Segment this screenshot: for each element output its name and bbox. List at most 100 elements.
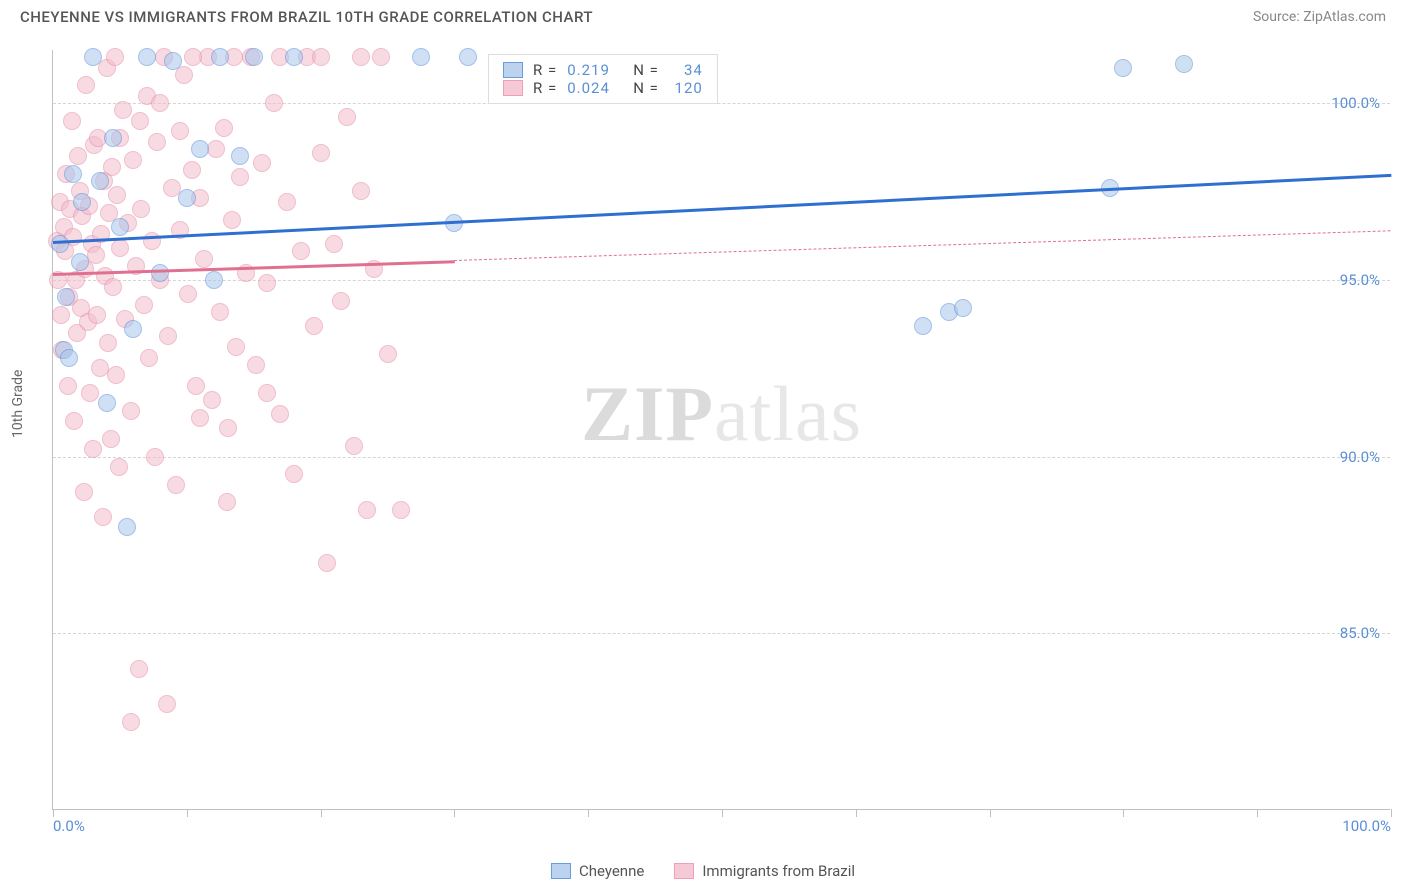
scatter-point xyxy=(954,299,972,317)
scatter-point xyxy=(325,235,343,253)
legend-n-label: N = xyxy=(633,79,659,97)
watermark-text: ZIPatlas xyxy=(581,369,862,459)
scatter-point xyxy=(184,48,202,66)
scatter-point xyxy=(104,278,122,296)
scatter-point xyxy=(265,94,283,112)
legend-item: Immigrants from Brazil xyxy=(674,862,855,880)
scatter-point xyxy=(332,292,350,310)
scatter-point xyxy=(91,172,109,190)
scatter-point xyxy=(215,119,233,137)
legend-n-value: 120 xyxy=(669,79,703,97)
scatter-point xyxy=(191,409,209,427)
scatter-point xyxy=(191,140,209,158)
legend-r-label: R = xyxy=(533,61,557,79)
scatter-point xyxy=(271,405,289,423)
scatter-point xyxy=(352,48,370,66)
scatter-point xyxy=(138,48,156,66)
x-tick xyxy=(53,809,54,817)
scatter-point xyxy=(107,366,125,384)
chart-header: CHEYENNE VS IMMIGRANTS FROM BRAZIL 10TH … xyxy=(0,0,1406,30)
legend-r-value: 0.024 xyxy=(567,79,623,97)
scatter-point xyxy=(338,108,356,126)
scatter-point xyxy=(231,168,249,186)
scatter-point xyxy=(318,554,336,572)
scatter-point xyxy=(146,448,164,466)
x-tick xyxy=(1257,809,1258,817)
scatter-point xyxy=(187,377,205,395)
legend-swatch xyxy=(503,80,523,96)
scatter-point xyxy=(104,129,122,147)
scatter-point xyxy=(253,154,271,172)
y-tick-label: 100.0% xyxy=(1331,94,1380,112)
scatter-point xyxy=(219,419,237,437)
x-tick xyxy=(1391,809,1392,817)
scatter-point xyxy=(159,327,177,345)
scatter-point xyxy=(99,334,117,352)
scatter-point xyxy=(211,48,229,66)
stats-legend: R =0.219N =34R =0.024N =120 xyxy=(488,54,718,104)
gridline-horizontal xyxy=(53,633,1390,634)
legend-label: Cheyenne xyxy=(579,862,644,880)
scatter-point xyxy=(108,186,126,204)
scatter-point xyxy=(1114,59,1132,77)
scatter-point xyxy=(312,144,330,162)
legend-n-label: N = xyxy=(633,61,659,79)
scatter-point xyxy=(132,200,150,218)
scatter-point xyxy=(148,133,166,151)
scatter-point xyxy=(178,189,196,207)
scatter-point xyxy=(75,483,93,501)
scatter-point xyxy=(77,76,95,94)
scatter-point xyxy=(57,288,75,306)
chart-source: Source: ZipAtlas.com xyxy=(1253,9,1386,25)
scatter-point xyxy=(73,193,91,211)
scatter-point xyxy=(135,296,153,314)
scatter-point xyxy=(278,193,296,211)
gridline-horizontal xyxy=(53,457,1390,458)
scatter-point xyxy=(69,147,87,165)
scatter-point xyxy=(63,112,81,130)
legend-n-value: 34 xyxy=(669,61,703,79)
scatter-point xyxy=(459,48,477,66)
scatter-point xyxy=(111,218,129,236)
scatter-point xyxy=(1175,55,1193,73)
scatter-point xyxy=(205,271,223,289)
scatter-point xyxy=(64,165,82,183)
scatter-point xyxy=(71,253,89,271)
scatter-point xyxy=(171,122,189,140)
scatter-point xyxy=(84,48,102,66)
y-tick-label: 85.0% xyxy=(1340,624,1380,642)
scatter-point xyxy=(379,345,397,363)
scatter-point xyxy=(81,384,99,402)
scatter-point xyxy=(392,501,410,519)
gridline-horizontal xyxy=(53,280,1390,281)
scatter-point xyxy=(131,112,149,130)
scatter-point xyxy=(151,94,169,112)
scatter-point xyxy=(124,151,142,169)
scatter-point xyxy=(88,306,106,324)
legend-item: Cheyenne xyxy=(551,862,644,880)
scatter-point xyxy=(285,48,303,66)
legend-swatch xyxy=(503,62,523,78)
x-tick xyxy=(990,809,991,817)
scatter-point xyxy=(372,48,390,66)
scatter-point xyxy=(258,274,276,292)
scatter-point xyxy=(118,518,136,536)
scatter-point xyxy=(102,430,120,448)
scatter-point xyxy=(143,232,161,250)
legend-r-label: R = xyxy=(533,79,557,97)
scatter-point xyxy=(292,242,310,260)
chart-title: CHEYENNE VS IMMIGRANTS FROM BRAZIL 10TH … xyxy=(20,8,593,26)
scatter-point xyxy=(914,317,932,335)
scatter-point xyxy=(60,349,78,367)
legend-swatch xyxy=(551,863,571,879)
scatter-point xyxy=(84,440,102,458)
scatter-point xyxy=(94,508,112,526)
scatter-point xyxy=(122,402,140,420)
scatter-point xyxy=(151,264,169,282)
scatter-point xyxy=(211,303,229,321)
legend-label: Immigrants from Brazil xyxy=(702,862,855,880)
scatter-point xyxy=(412,48,430,66)
scatter-point xyxy=(52,306,70,324)
scatter-point xyxy=(358,501,376,519)
scatter-point xyxy=(203,391,221,409)
